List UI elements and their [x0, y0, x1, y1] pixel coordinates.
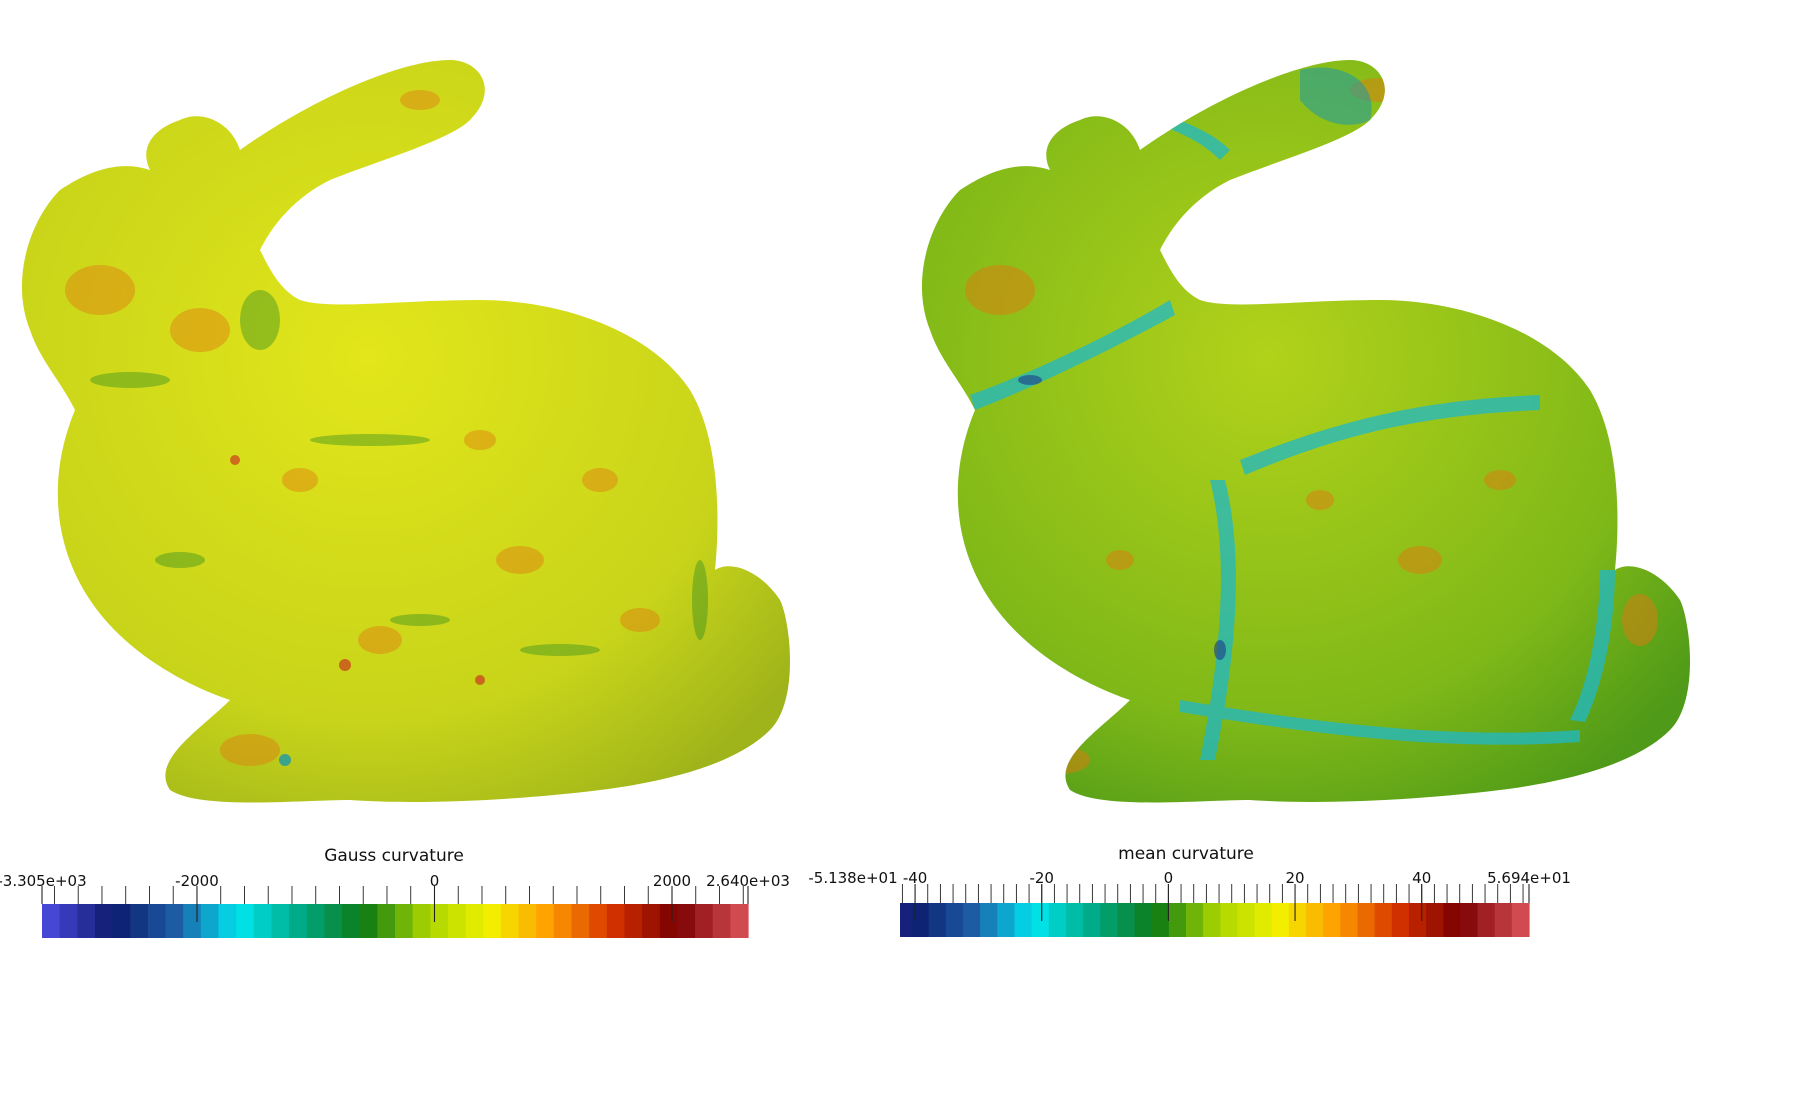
colorbar-segment — [483, 904, 502, 938]
colorbar-segment — [1237, 903, 1256, 937]
colorbar-segment — [1426, 903, 1444, 937]
colorbar-segment — [1100, 903, 1118, 937]
colorbar-segment — [624, 904, 643, 938]
colorbar-segment — [271, 904, 290, 938]
colorbar-segment — [553, 904, 573, 938]
colorbar-segment — [659, 904, 678, 938]
colorbar-segment — [1357, 903, 1376, 937]
colorbar-segment — [1511, 903, 1530, 937]
colorbar-segment — [1134, 903, 1153, 937]
colorbar-min-label: -5.138e+01 — [808, 869, 898, 887]
colorbar-tick-label: 20 — [1285, 869, 1305, 887]
colorbar-segment — [1477, 903, 1496, 937]
colorbar-segment — [1323, 903, 1341, 937]
colorbar-segment — [1408, 903, 1427, 937]
bunny-silhouette — [21, 60, 790, 803]
curvature-patches — [965, 67, 1658, 774]
colorbar-tick-label: 2000 — [652, 872, 692, 890]
colorbar-segment — [77, 904, 96, 938]
colorbar-segment — [447, 904, 467, 938]
colorbar-segment — [1340, 903, 1359, 937]
colorbar-tick-label: -20 — [1029, 869, 1054, 887]
bunny-mean-render — [921, 60, 1690, 803]
colorbar-segment — [165, 904, 184, 938]
colorbar-segment — [911, 903, 930, 937]
colorbar-segment — [236, 904, 255, 938]
colorbar-segment — [642, 904, 661, 938]
colorbar-segment — [1117, 903, 1136, 937]
colorbar-segment — [183, 904, 202, 938]
colorbar-segment — [130, 904, 149, 938]
colorbar-segment — [536, 904, 555, 938]
colorbar-segment — [606, 904, 626, 938]
colorbar-segment — [94, 904, 114, 938]
colorbar-segment — [1306, 903, 1324, 937]
colorbar-segment — [395, 904, 414, 938]
colorbar-segment — [963, 903, 981, 937]
colorbar-segment — [324, 904, 343, 938]
colorbar-segment — [1391, 903, 1410, 937]
colorbar-segment — [695, 904, 714, 938]
colorbar-segment — [1288, 903, 1307, 937]
colorbar-segment — [1065, 903, 1084, 937]
colorbar-segment — [289, 904, 308, 938]
colorbar-segment — [1254, 903, 1273, 937]
colorbar-segment — [218, 904, 237, 938]
colorbar-title: mean curvature — [1118, 844, 1254, 864]
colorbar-max-label: 2.640e+03 — [706, 872, 790, 890]
colorbar-segment — [306, 904, 325, 938]
colorbar-tick-label: -2000 — [175, 872, 219, 890]
colorbar-segment — [1048, 903, 1067, 937]
colorbar-segment — [500, 904, 520, 938]
colorbar-segment — [945, 903, 964, 937]
bunny-silhouette — [921, 60, 1690, 803]
mean-curvature-panel: mean curvature -5.138e+01 5.694e+01 -40 -20… — [808, 0, 1800, 1104]
colorbar-segment — [1168, 903, 1187, 937]
colorbar-segment — [1151, 903, 1170, 937]
colorbar-segment — [1203, 903, 1221, 937]
curvature-patches — [65, 90, 708, 766]
colorbar-segment — [997, 903, 1016, 937]
colorbar-segment — [900, 903, 913, 937]
colorbar-segment — [1460, 903, 1479, 937]
colorbar-segment — [1031, 903, 1050, 937]
colorbar-segment — [1443, 903, 1461, 937]
colorbar-segment — [430, 904, 449, 938]
colorbar-segment — [200, 904, 220, 938]
colorbar-segment — [1014, 903, 1033, 937]
gauss-curvature-panel: Gauss curvature -3.305e+03 2.640e+03 -2000… — [0, 60, 790, 938]
colorbar-segment — [571, 904, 590, 938]
colorbar-segment — [377, 904, 396, 938]
bunny-gauss-render — [21, 60, 790, 803]
colorbar-segment — [112, 904, 131, 938]
colorbar-segment — [677, 904, 696, 938]
colorbar-tick-label: 0 — [1163, 869, 1174, 887]
colorbar-tick-label: -40 — [902, 869, 928, 887]
colorbar-segment — [928, 903, 947, 937]
colorbar-segment — [1271, 903, 1290, 937]
colorbar-segment — [342, 904, 361, 938]
colorbar-segment — [518, 904, 537, 938]
colorbar-segment — [253, 904, 273, 938]
colorbar-segment — [589, 904, 608, 938]
colorbar-segment — [712, 904, 731, 938]
colorbar-segment — [147, 904, 167, 938]
colorbar-segment — [465, 904, 484, 938]
colorbar-segment — [980, 903, 998, 937]
colorbar-segment — [59, 904, 78, 938]
colorbar-segment — [42, 904, 61, 938]
colorbar-segment — [730, 904, 749, 938]
colorbar-segment — [1494, 903, 1513, 937]
colorbar-tick-label: 40 — [1412, 869, 1432, 887]
colorbar-max-label: 5.694e+01 — [1487, 869, 1571, 887]
colorbar-min-label: -3.305e+03 — [0, 872, 87, 890]
colorbar-tick-label: 0 — [429, 872, 440, 890]
colorbar-segment — [1083, 903, 1101, 937]
colorbar-segment — [412, 904, 431, 938]
colorbar-title: Gauss curvature — [324, 846, 464, 866]
colorbar-segment — [1220, 903, 1239, 937]
colorbar-segment — [1186, 903, 1204, 937]
colorbar-segment — [359, 904, 378, 938]
colorbar-segment — [1374, 903, 1393, 937]
